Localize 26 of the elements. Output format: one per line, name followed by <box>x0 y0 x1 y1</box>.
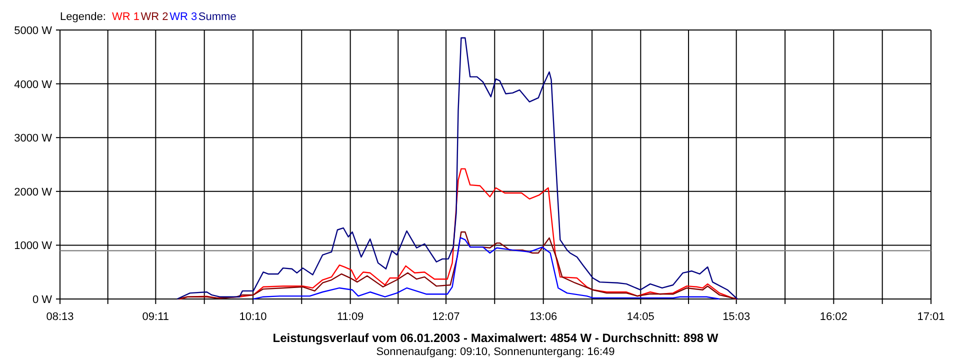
text: Summe <box>198 11 236 23</box>
line-series <box>178 231 738 300</box>
text: WR 2 <box>140 11 168 23</box>
text: WR 3 <box>170 11 198 23</box>
x-tick-label: 16:02 <box>820 311 848 323</box>
x-tick-label: 10:10 <box>239 311 267 323</box>
y-tick-label: 4000 W <box>14 78 53 91</box>
x-tick-label: 14:05 <box>626 311 654 323</box>
x-tick-label: 09:11 <box>142 311 170 323</box>
x-tick-label: 11:09 <box>336 311 364 323</box>
text: Sonnenaufgang: 09:10, Sonnenuntergang: 16:49 <box>376 346 615 358</box>
y-tick-label: 3000 W <box>14 132 53 145</box>
x-tick-label: 15:03 <box>722 311 750 323</box>
x-tick-label: 17:01 <box>917 311 945 323</box>
y-tick-label: 0 W <box>32 294 53 306</box>
legend-title: Legende: <box>60 11 106 23</box>
text: WR 1 <box>112 11 140 23</box>
line-series <box>252 237 720 300</box>
text: Leistungsverlauf vom 06.01.2003 - Maximalwert: 4854 W - Durchschnitt: 898 W <box>272 331 719 345</box>
x-tick-label: 08:13 <box>46 311 74 323</box>
x-tick-label: 13:06 <box>530 311 558 323</box>
y-tick-label: 1000 W <box>14 240 53 252</box>
y-tick-label: 2000 W <box>14 186 53 198</box>
x-tick-label: 12:07 <box>432 311 460 323</box>
line-series <box>176 37 738 300</box>
y-tick-label: 5000 W <box>14 25 53 37</box>
